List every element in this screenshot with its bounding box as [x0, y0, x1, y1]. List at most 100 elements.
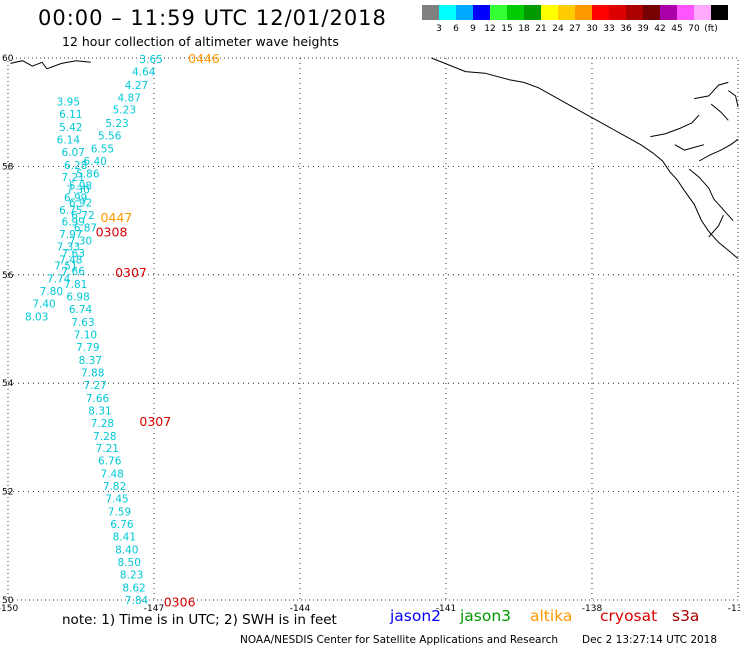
satellite-jason2: jason2	[390, 607, 442, 625]
wave-height-value: 7.66	[86, 393, 110, 405]
legend-tick: 3	[436, 24, 442, 34]
wave-height-value: 8.41	[113, 532, 136, 544]
map-frame	[7, 57, 739, 601]
coastline-path	[431, 57, 739, 259]
wave-height-value: 8.50	[118, 557, 141, 569]
wave-height-value: 8.40	[115, 545, 138, 557]
wave-height-value: 6.07	[62, 147, 85, 159]
legend-swatch	[694, 5, 711, 20]
lon-label: -141	[436, 604, 456, 614]
legend-swatch	[592, 5, 609, 20]
wave-height-value: 5.23	[105, 118, 128, 130]
wave-height-value: 7.97	[59, 229, 82, 241]
lat-label: 60	[2, 54, 14, 64]
wave-height-value: 5.86	[76, 168, 100, 180]
legend-tick: 21	[535, 24, 547, 34]
legend-swatch	[660, 5, 677, 20]
pass-time-label: 0307	[115, 265, 147, 280]
wave-height-value: 8.62	[122, 583, 145, 595]
wave-height-value: 6.98	[66, 291, 89, 303]
lon-label: -147	[144, 604, 164, 614]
legend-swatch	[558, 5, 575, 20]
lon-label: -135	[728, 604, 740, 614]
wave-height-value: 8.03	[25, 312, 48, 324]
wave-height-value: 7.79	[76, 342, 99, 354]
legend-tick: 18	[518, 24, 530, 34]
wave-height-value: 7.33	[57, 242, 80, 254]
legend-swatch	[507, 5, 524, 20]
coastline-path	[710, 103, 729, 121]
wave-height-value: 7.30	[69, 236, 92, 248]
wave-height-value: 7.21	[62, 172, 85, 184]
legend-tick: 24	[552, 24, 564, 34]
pass-time-label: 0306	[164, 595, 196, 610]
legend-swatch	[643, 5, 660, 20]
wave-height-value: 7.74	[47, 274, 71, 286]
wave-height-value: 7.30	[66, 185, 89, 197]
legend-tick: 30	[586, 24, 598, 34]
lat-lon-grid	[8, 58, 738, 600]
legend-swatch	[609, 5, 626, 20]
legend-swatch	[524, 5, 541, 20]
wave-height-value: 6.40	[83, 156, 106, 168]
header-subtitle: 12 hour collection of altimeter wave hei…	[62, 34, 339, 49]
wave-height-value: 7.81	[64, 279, 87, 291]
wave-height-value: 7.48	[59, 255, 82, 267]
coastline-path	[10, 60, 91, 70]
wave-height-value: 7.10	[74, 329, 97, 341]
satellite-altika: altika	[530, 607, 573, 625]
legend-tick: 36	[620, 24, 632, 34]
legend-tick: 70	[688, 24, 700, 34]
wave-height-value: 6.75	[59, 205, 82, 217]
footer-timestamp: Dec 2 13:27:14 UTC 2018	[582, 634, 718, 646]
wave-height-value: 7.51	[54, 261, 77, 273]
wave-height-value: 6.11	[59, 109, 82, 121]
wave-height-value: 3.95	[57, 96, 80, 108]
wave-height-value: 7.63	[62, 248, 85, 260]
wave-height-value: 6.99	[64, 192, 87, 204]
wave-height-value: 6.14	[57, 134, 81, 146]
wave-height-value: 6.55	[91, 144, 114, 156]
wave-height-value: 3.65	[139, 54, 162, 66]
footer-credit: NOAA/NESDIS Center for Satellite Applica…	[240, 634, 558, 646]
coastline-path	[674, 144, 705, 151]
coastline-path	[694, 81, 729, 100]
wave-height-value: 6.72	[71, 210, 94, 222]
lat-label: 50	[2, 596, 14, 606]
legend-tick: 15	[501, 24, 513, 34]
wave-height-value: 7.66	[62, 266, 86, 278]
legend-tick: 39	[637, 24, 649, 34]
legend-tick: 9	[470, 24, 476, 34]
wave-height-value: 7.27	[83, 380, 106, 392]
legend-tick: 33	[603, 24, 615, 34]
wave-height-value: 7.63	[71, 317, 94, 329]
legend-swatch	[677, 5, 694, 20]
coastline-path	[728, 90, 739, 107]
coastline-path	[688, 168, 734, 221]
legend-swatch	[711, 5, 728, 20]
wave-height-value: 7.59	[108, 507, 131, 519]
header-title: 00:00 – 11:59 UTC 12/01/2018	[38, 6, 387, 30]
wave-height-value: 6.92	[69, 198, 92, 210]
pass-time-label: 0307	[139, 414, 171, 429]
satellite-jason3: jason3	[460, 607, 512, 625]
wave-height-value: 6.99	[62, 217, 85, 229]
lat-label: 56	[2, 271, 14, 281]
wave-height-value: 6.74	[69, 304, 93, 316]
lat-label: 54	[2, 379, 14, 389]
lon-label: -150	[0, 604, 18, 614]
pass-time-label: 0308	[96, 224, 128, 239]
wave-height-value: 7.82	[103, 481, 126, 493]
wave-height-value: 7.40	[32, 299, 55, 311]
legend-unit: (ft)	[704, 24, 718, 34]
wave-height-value: 6.76	[98, 456, 122, 468]
legend-tick: 45	[671, 24, 683, 34]
wave-height-value: 5.56	[98, 131, 122, 143]
axis-labels: 60 58 56 54 52 50-150 -147 -144 -141 -138 -135	[0, 54, 740, 614]
wave-height-value: 6.28	[64, 160, 87, 172]
coastline-path	[708, 214, 724, 238]
wave-height-value: 8.23	[120, 570, 143, 582]
wave-height-value: 7.84	[125, 595, 149, 607]
